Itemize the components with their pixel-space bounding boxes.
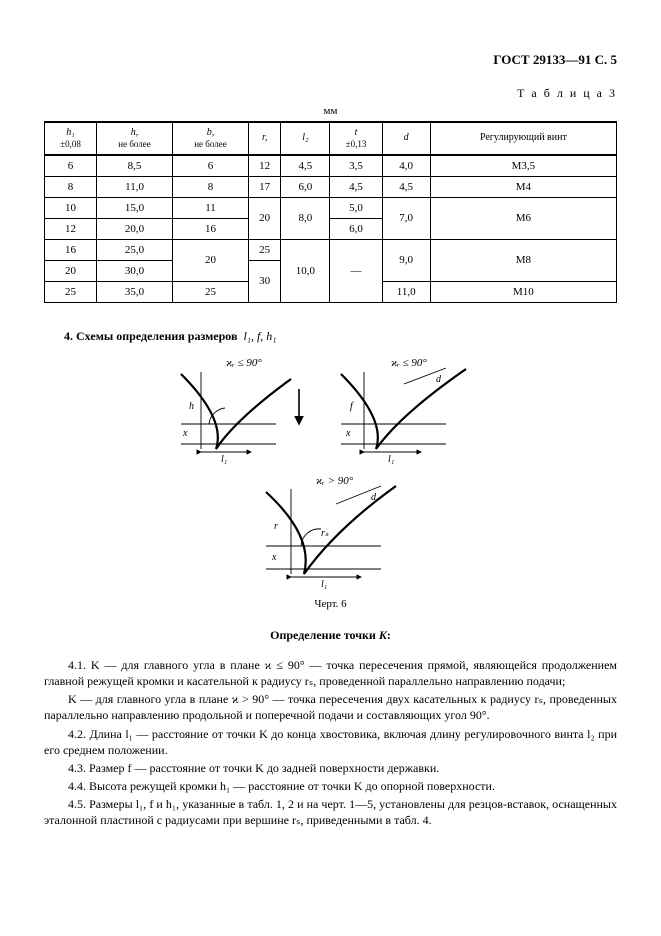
def-k-heading: Определение точки K: [44, 628, 617, 643]
col-t: t±0,13 [330, 122, 382, 155]
svg-text:h: h [189, 401, 194, 412]
sketch-top-left: ϰᵣ ≤ 90° l₁ x h [181, 357, 299, 465]
para-4-2: 4.2. Длина l₁ — расстояние от точки K до… [44, 726, 617, 758]
para-4-1b: K — для главного угла в плане ϰ > 90° — … [44, 691, 617, 723]
section-4-heading: 4. Схемы определения размеров l₁, f, h₁ [64, 329, 617, 344]
page-root: ГОСТ 29133—91 С. 5 Т а б л и ц а 3 мм h₁… [0, 0, 661, 936]
col-b: b,не более [173, 122, 249, 155]
svg-text:f: f [350, 401, 354, 412]
svg-text:x: x [345, 428, 351, 439]
svg-text:l₁: l₁ [221, 454, 227, 465]
para-4-3: 4.3. Размер f — расстояние от точки K до… [44, 760, 617, 776]
unit-label: мм [44, 105, 617, 117]
col-h1: h₁±0,08 [45, 122, 97, 155]
table-row: 6 8,5 6 12 4,5 3,5 4,0 М3,5 [45, 155, 617, 177]
svg-text:l₁: l₁ [321, 579, 327, 590]
table-body: 6 8,5 6 12 4,5 3,5 4,0 М3,5 8 11,0 8 17 … [45, 155, 617, 303]
sketch-top-right: ϰᵣ ≤ 90° d l₁ x f [341, 357, 466, 465]
col-h: h,не более [97, 122, 173, 155]
svg-text:ϰᵣ ≤ 90°: ϰᵣ ≤ 90° [391, 357, 427, 369]
col-d: d [382, 122, 430, 155]
figure-caption: Черт. 6 [44, 598, 617, 610]
svg-text:d: d [436, 374, 442, 385]
col-r: r, [248, 122, 280, 155]
col-screw: Регулирующий винт [430, 122, 616, 155]
dimension-table: h₁±0,08 h,не более b,не более r, l₂ t±0,… [44, 121, 617, 303]
table-row: 8 11,0 8 17 6,0 4,5 4,5 М4 [45, 176, 617, 197]
table-row: 16 25,0 20 25 10,0 — 9,0 М8 [45, 239, 617, 260]
para-4-4: 4.4. Высота режущей кромки h₁ — расстоян… [44, 778, 617, 794]
svg-text:ϰᵣ > 90°: ϰᵣ > 90° [316, 475, 354, 487]
svg-text:l₁: l₁ [388, 454, 394, 465]
para-4-1: 4.1. K — для главного угла в плане ϰ ≤ 9… [44, 657, 617, 689]
svg-text:x: x [271, 552, 277, 563]
col-l2: l₂ [281, 122, 330, 155]
figure-svg: ϰᵣ ≤ 90° l₁ x h ϰᵣ ≤ 90° [171, 354, 491, 594]
svg-text:x: x [182, 428, 188, 439]
sketch-bottom: ϰᵣ > 90° rₛ d l₁ x r [266, 475, 396, 590]
svg-text:r: r [274, 521, 278, 532]
doc-id: ГОСТ 29133—91 С. 5 [44, 52, 617, 68]
figure-6: ϰᵣ ≤ 90° l₁ x h ϰᵣ ≤ 90° [171, 354, 491, 594]
svg-text:rₛ: rₛ [321, 528, 329, 539]
table-label: Т а б л и ц а 3 [44, 86, 617, 101]
table-row: 10 15,0 11 20 8,0 5,0 7,0 М6 [45, 197, 617, 218]
table-header-row: h₁±0,08 h,не более b,не более r, l₂ t±0,… [45, 122, 617, 155]
para-4-5: 4.5. Размеры l₁, f и h₁, указанные в таб… [44, 796, 617, 828]
svg-text:ϰᵣ ≤ 90°: ϰᵣ ≤ 90° [226, 357, 262, 369]
